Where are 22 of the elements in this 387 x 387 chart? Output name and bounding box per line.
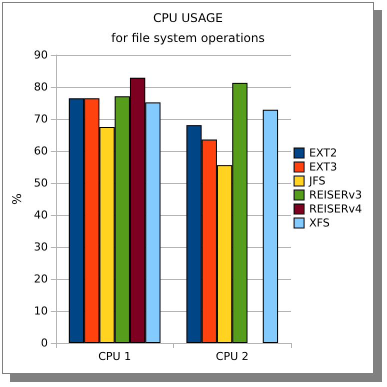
bar xyxy=(262,110,278,343)
chart-title: CPU USAGE xyxy=(153,11,223,25)
y-tick-label: 40 xyxy=(34,208,48,222)
y-tick-label: 90 xyxy=(34,48,48,62)
y-tick-label: 10 xyxy=(34,304,48,318)
chart-subtitle: for file system operations xyxy=(111,31,265,45)
legend-label: REISERv4 xyxy=(309,202,362,216)
legend-label: EXT2 xyxy=(309,146,338,160)
y-tick-label: 0 xyxy=(40,336,48,350)
legend-label: EXT3 xyxy=(309,160,338,174)
x-tick-label: CPU 1 xyxy=(98,350,132,363)
y-tick-label: 70 xyxy=(34,112,48,126)
y-tick-label: 20 xyxy=(34,272,48,286)
legend-label: JFS xyxy=(308,174,326,188)
x-tick-label: CPU 2 xyxy=(216,350,249,363)
y-tick-label: 50 xyxy=(34,176,48,190)
y-tick-label: 80 xyxy=(34,80,48,94)
y-tick-label: 30 xyxy=(34,240,48,254)
legend-label: REISERv3 xyxy=(309,188,362,202)
y-tick-label: 60 xyxy=(34,144,48,158)
legend-label: XFS xyxy=(309,216,330,230)
y-axis-title: % xyxy=(10,193,24,205)
